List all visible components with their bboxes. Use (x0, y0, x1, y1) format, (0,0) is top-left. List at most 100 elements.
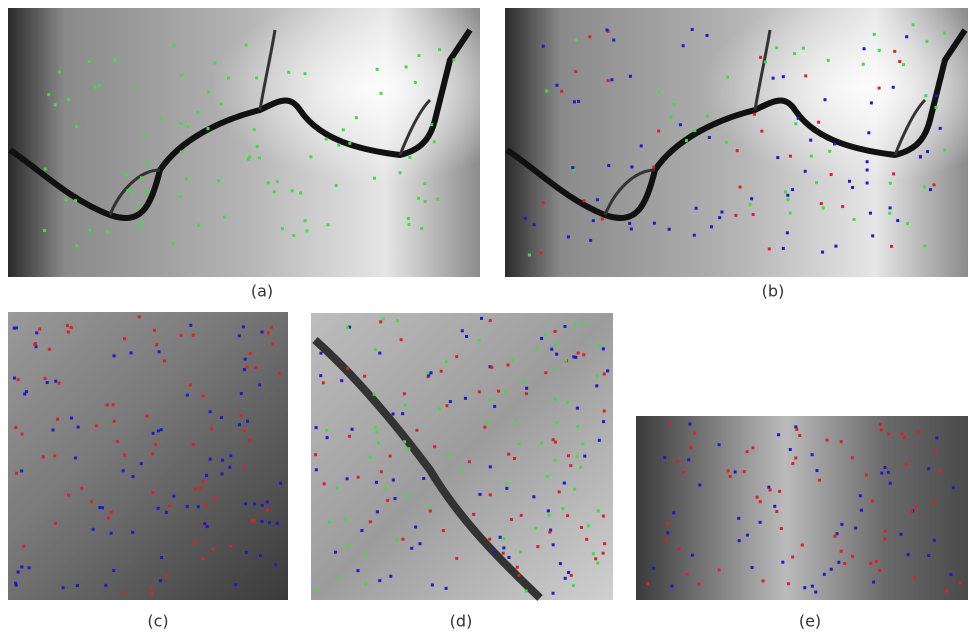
sample-point (870, 101, 873, 104)
sample-point (884, 530, 887, 533)
sample-point (54, 380, 57, 383)
panel-b (505, 8, 968, 277)
sample-point (420, 227, 423, 230)
sample-point (460, 467, 463, 470)
sample-point (598, 439, 601, 442)
sample-point (563, 482, 566, 485)
sample-point (379, 320, 382, 323)
sample-point (145, 414, 148, 417)
sample-point (522, 380, 525, 383)
sample-point (718, 443, 721, 446)
sample-point (244, 502, 247, 505)
sample-point (927, 467, 930, 470)
sample-point (465, 335, 468, 338)
sample-point (461, 329, 464, 332)
sample-point (630, 165, 633, 168)
sample-point (505, 487, 508, 490)
sample-point (794, 456, 797, 459)
sample-point (325, 138, 328, 141)
sample-point (483, 426, 486, 429)
sample-point (440, 370, 443, 373)
sample-point (433, 445, 436, 448)
sample-point (564, 325, 567, 328)
sample-point (772, 77, 775, 80)
sample-point (247, 158, 250, 161)
sample-point (70, 417, 73, 420)
sample-point (574, 323, 577, 326)
sample-point (802, 47, 805, 50)
sample-point (943, 32, 946, 35)
sample-point (15, 472, 18, 475)
sample-point (403, 392, 406, 395)
sample-point (902, 63, 905, 66)
sample-point (113, 354, 116, 357)
sample-point (186, 505, 189, 508)
sample-point (238, 423, 241, 426)
sample-point (518, 574, 521, 577)
sample-point (243, 466, 246, 469)
sample-point (602, 347, 605, 350)
sample-point (528, 253, 531, 256)
sample-point (539, 251, 542, 254)
sample-point (889, 182, 892, 185)
sample-point (186, 394, 189, 397)
sample-point (787, 582, 790, 585)
sample-point (939, 127, 942, 130)
sample-point (414, 81, 417, 84)
sample-point (752, 213, 755, 216)
sample-point (442, 529, 445, 532)
sample-point (74, 199, 77, 202)
sample-point (544, 333, 547, 336)
sample-point (781, 561, 784, 564)
sample-point (88, 229, 91, 232)
sample-point (38, 327, 41, 330)
sample-point (814, 591, 817, 594)
sample-point (56, 418, 59, 421)
sample-point (44, 168, 47, 171)
sample-point (268, 521, 271, 524)
sample-point (46, 381, 49, 384)
sample-point (596, 562, 599, 565)
sample-point (525, 387, 528, 390)
sample-point (17, 571, 20, 574)
sample-point (559, 562, 562, 565)
sample-point (907, 553, 910, 556)
sample-point (203, 522, 206, 525)
sample-point (246, 420, 249, 423)
sample-point (305, 229, 308, 232)
sample-point (403, 440, 406, 443)
page: (a) (b) (c) (d) (e) (() => { const data … (0, 0, 968, 635)
terrain-image (636, 416, 968, 600)
sample-point (914, 505, 917, 508)
sample-point (734, 470, 737, 473)
sample-point (315, 468, 318, 471)
sample-point (267, 332, 270, 335)
sample-point (455, 355, 458, 358)
sample-point (793, 52, 796, 55)
sample-point (544, 371, 547, 374)
sample-point (718, 568, 721, 571)
sample-point (554, 459, 557, 462)
sample-point (603, 409, 606, 412)
sample-point (510, 518, 513, 521)
sample-point (959, 581, 962, 584)
sample-point (207, 127, 210, 130)
sample-point (140, 176, 143, 179)
sample-point (912, 23, 915, 26)
sample-point (540, 337, 543, 340)
sample-point (43, 229, 46, 232)
sample-point (691, 554, 694, 557)
sample-point (668, 228, 671, 231)
sample-point (211, 548, 214, 551)
sample-point (952, 486, 955, 489)
sample-point (798, 434, 801, 437)
sample-point (663, 456, 666, 459)
sample-point (576, 407, 579, 410)
sample-point (404, 404, 407, 407)
sample-point (837, 561, 840, 564)
sample-point (253, 128, 256, 131)
sample-point (340, 379, 343, 382)
sample-point (253, 502, 256, 505)
sample-point (123, 337, 126, 340)
sample-point (516, 566, 519, 569)
